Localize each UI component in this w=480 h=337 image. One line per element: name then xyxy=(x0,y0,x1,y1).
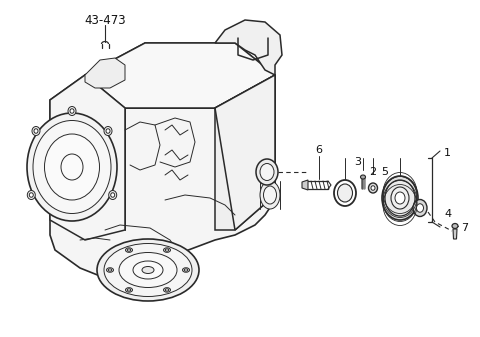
Ellipse shape xyxy=(33,121,111,214)
Ellipse shape xyxy=(27,113,117,221)
Ellipse shape xyxy=(119,252,177,287)
Text: 4: 4 xyxy=(444,209,451,219)
Ellipse shape xyxy=(68,106,76,116)
Ellipse shape xyxy=(337,184,352,202)
Text: 3: 3 xyxy=(354,157,361,167)
Ellipse shape xyxy=(382,176,418,220)
Ellipse shape xyxy=(106,129,110,133)
Text: 2: 2 xyxy=(369,167,376,177)
Ellipse shape xyxy=(417,204,423,212)
Ellipse shape xyxy=(27,190,36,200)
Ellipse shape xyxy=(260,163,274,181)
Text: 1: 1 xyxy=(444,148,451,158)
Ellipse shape xyxy=(413,200,427,216)
Ellipse shape xyxy=(104,244,192,297)
Polygon shape xyxy=(50,75,125,240)
Ellipse shape xyxy=(369,183,377,193)
Ellipse shape xyxy=(32,126,40,135)
Ellipse shape xyxy=(164,288,170,292)
Polygon shape xyxy=(215,20,282,75)
Ellipse shape xyxy=(127,289,131,291)
Ellipse shape xyxy=(107,268,113,272)
Ellipse shape xyxy=(29,193,33,197)
Ellipse shape xyxy=(260,181,280,209)
Text: 43-473: 43-473 xyxy=(84,13,126,27)
Ellipse shape xyxy=(395,192,405,204)
Ellipse shape xyxy=(182,268,190,272)
Ellipse shape xyxy=(108,190,117,200)
Ellipse shape xyxy=(256,159,278,185)
Ellipse shape xyxy=(164,248,170,252)
Ellipse shape xyxy=(391,187,409,209)
Ellipse shape xyxy=(97,239,199,301)
Ellipse shape xyxy=(45,134,99,200)
Text: 5: 5 xyxy=(381,167,388,177)
Ellipse shape xyxy=(452,223,458,228)
Ellipse shape xyxy=(104,126,112,135)
Ellipse shape xyxy=(127,249,131,251)
Ellipse shape xyxy=(70,109,74,113)
Ellipse shape xyxy=(125,288,132,292)
Polygon shape xyxy=(215,75,275,230)
Ellipse shape xyxy=(108,269,112,271)
Ellipse shape xyxy=(385,180,415,216)
Text: 7: 7 xyxy=(461,223,468,233)
Polygon shape xyxy=(302,180,308,190)
Polygon shape xyxy=(50,43,275,278)
Ellipse shape xyxy=(34,129,38,133)
Ellipse shape xyxy=(133,261,163,279)
Ellipse shape xyxy=(142,267,154,274)
Ellipse shape xyxy=(111,193,115,197)
Ellipse shape xyxy=(184,269,188,271)
Ellipse shape xyxy=(371,186,375,190)
Polygon shape xyxy=(215,75,275,230)
Ellipse shape xyxy=(165,249,169,251)
Text: 6: 6 xyxy=(315,145,323,155)
Polygon shape xyxy=(85,58,125,88)
Ellipse shape xyxy=(125,248,132,252)
Polygon shape xyxy=(85,43,275,108)
Ellipse shape xyxy=(165,289,169,291)
Ellipse shape xyxy=(264,186,276,204)
Polygon shape xyxy=(453,229,457,239)
Ellipse shape xyxy=(360,175,365,179)
Ellipse shape xyxy=(334,180,356,206)
